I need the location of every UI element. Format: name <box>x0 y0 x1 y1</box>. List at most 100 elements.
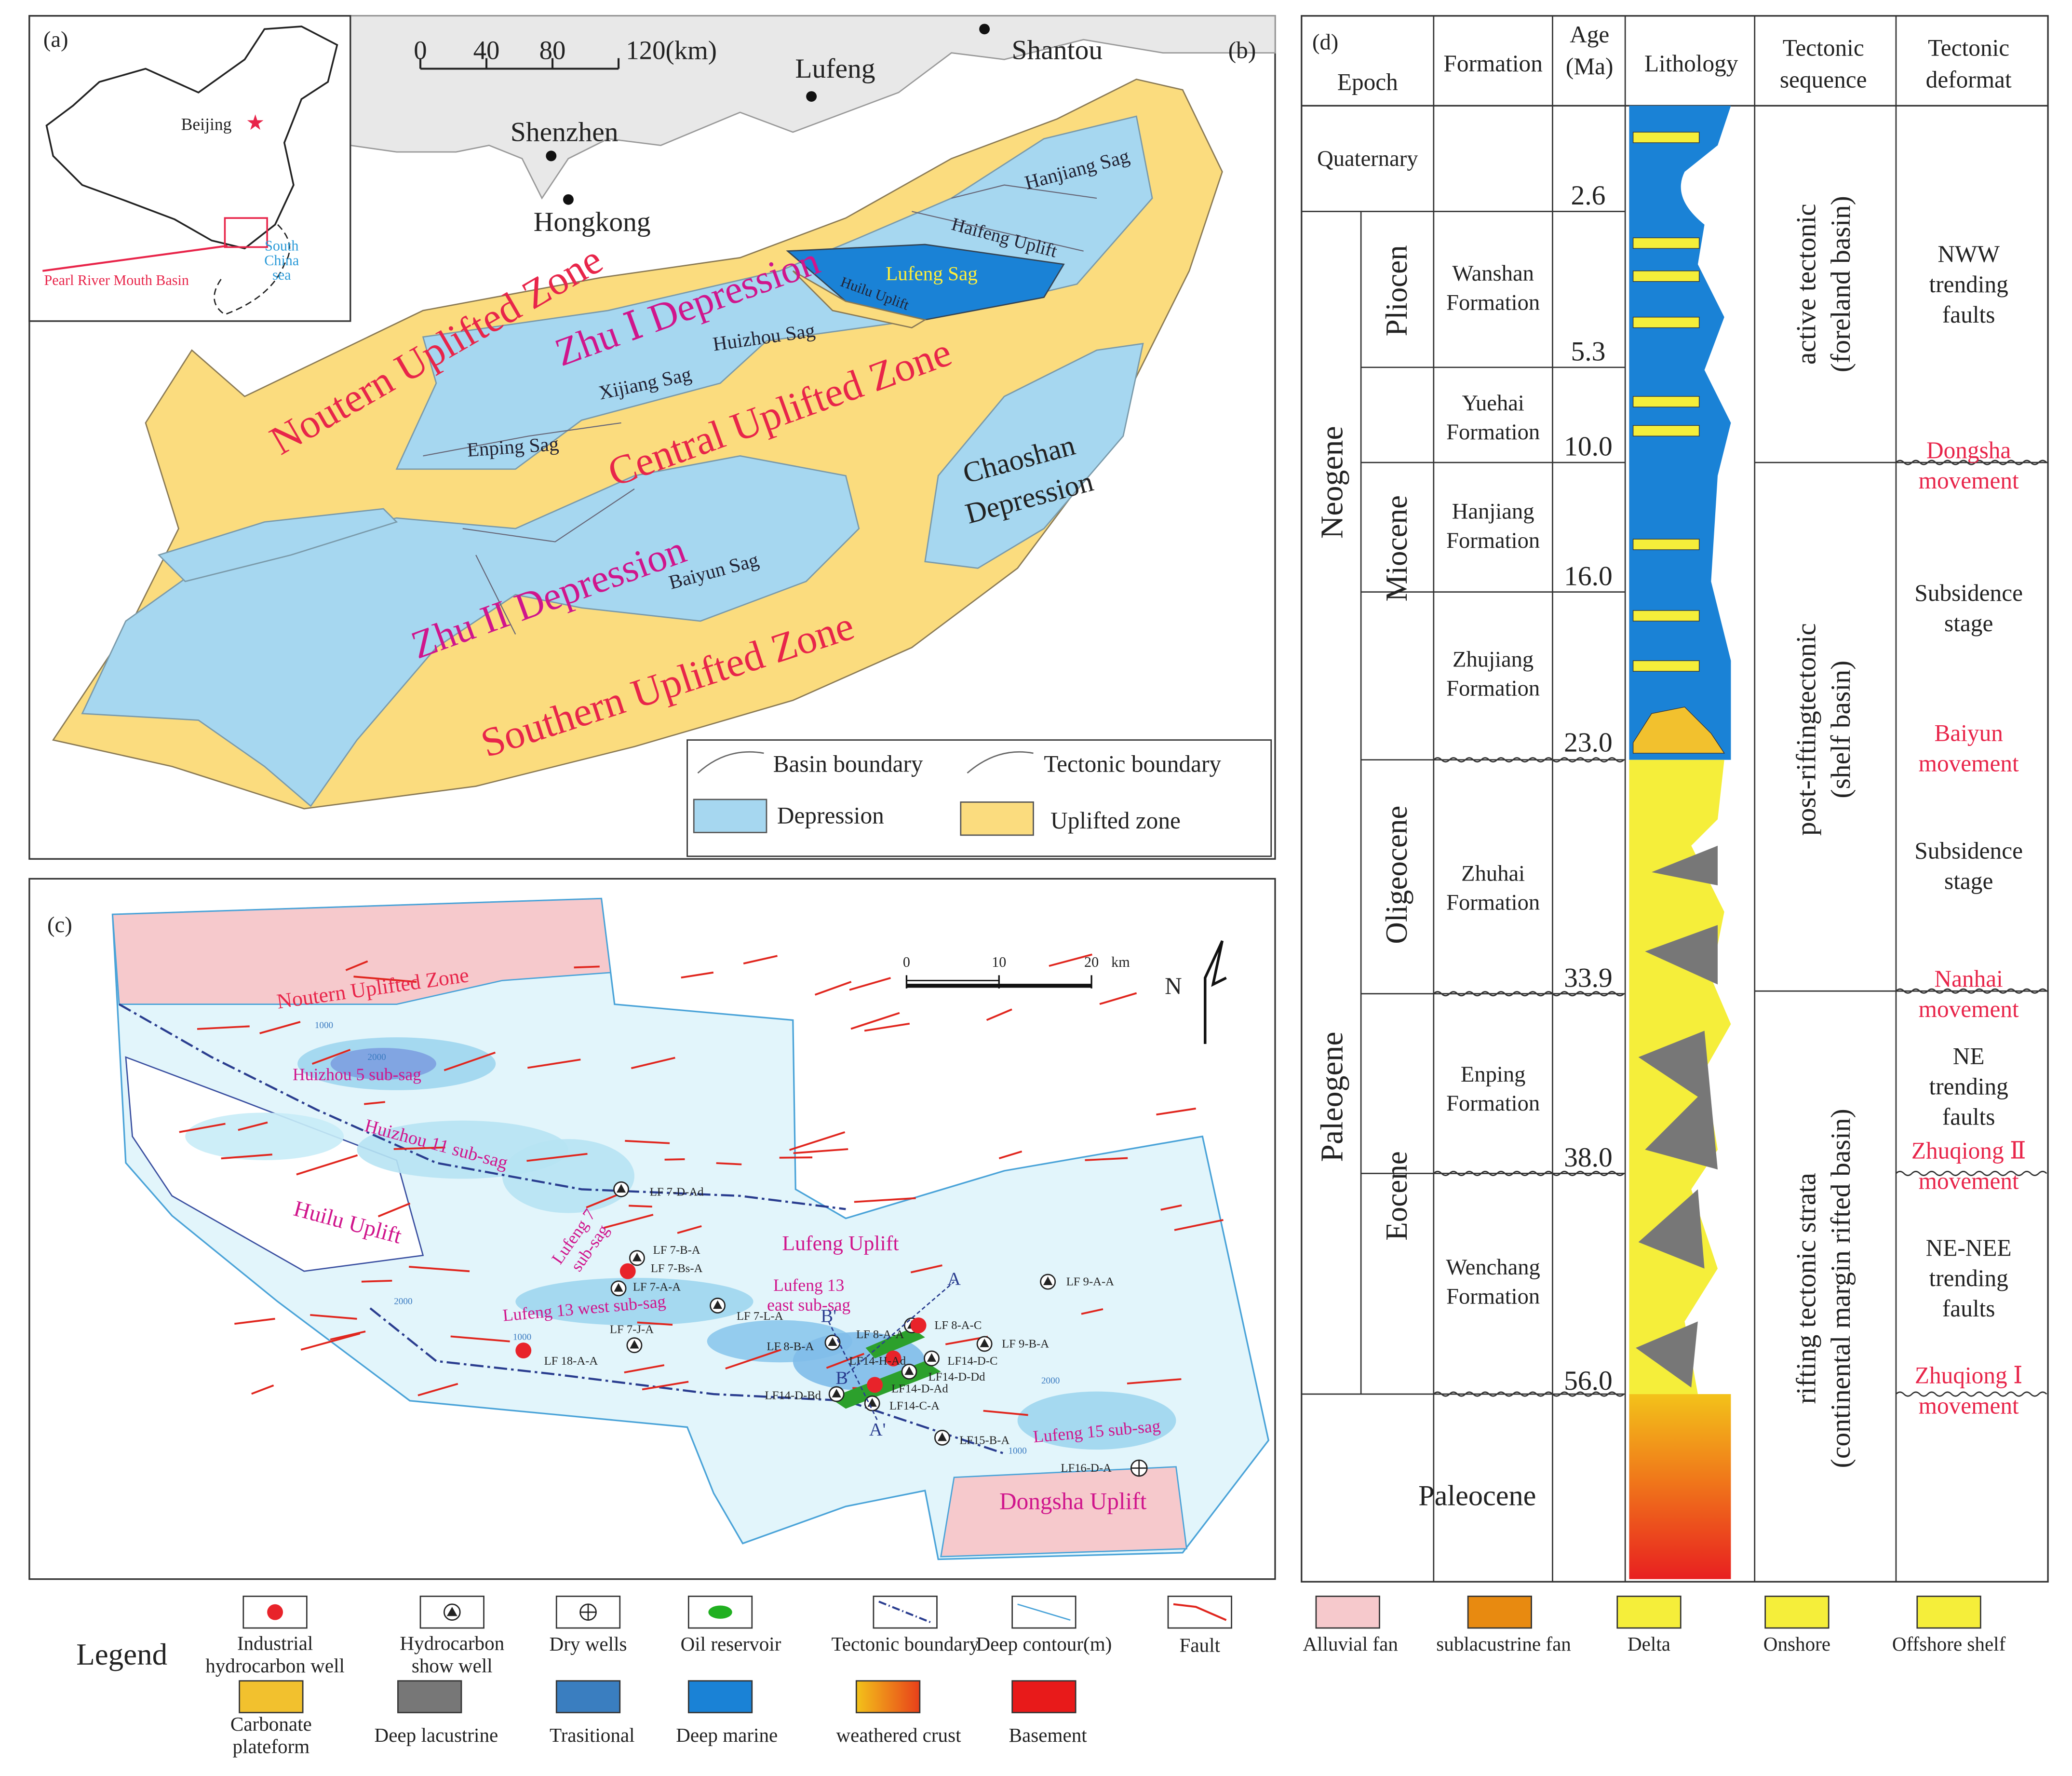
fault <box>251 1384 274 1395</box>
city-name: Hongkong <box>534 207 651 237</box>
industrial-well <box>867 1377 883 1393</box>
north-arrow <box>1204 940 1227 1044</box>
show-well-icon <box>904 1366 914 1375</box>
lith-carbonate <box>1632 706 1725 754</box>
epoch-name: Eocene <box>1380 1151 1413 1240</box>
lith-deep-lacustrine <box>1638 1030 1718 1170</box>
north-label: N <box>1165 973 1182 999</box>
fault <box>1049 953 1092 967</box>
fault <box>450 1335 510 1342</box>
fault <box>779 1156 813 1159</box>
movement-name: Nanhai movement <box>1919 965 2019 1022</box>
legend-swatch <box>687 1680 753 1713</box>
show-well-icon <box>832 1389 841 1397</box>
movement-name: Dongsha movement <box>1919 437 2019 494</box>
country-outline <box>45 25 338 250</box>
fault <box>793 1148 848 1154</box>
tectonic-boundary <box>475 555 516 635</box>
legend-swatch <box>873 1595 938 1629</box>
fault <box>629 1205 652 1208</box>
well-label: LF15-B-A <box>959 1434 1009 1447</box>
legend-label: Fault <box>1180 1634 1221 1656</box>
epoch-name: Pliocen <box>1380 245 1413 336</box>
uplift-white <box>125 1056 424 1272</box>
tectonic-boundary <box>369 1307 1005 1455</box>
lith-offshore-band <box>1632 396 1700 407</box>
city-name: Lufeng <box>795 54 875 84</box>
unconformity <box>1433 757 1625 763</box>
epoch-name: Miocene <box>1380 495 1413 601</box>
legend-swatch <box>555 1680 621 1713</box>
lith-basement <box>1629 1394 1731 1579</box>
fault <box>574 965 600 969</box>
contour-label: 1000 <box>315 1020 333 1030</box>
fault <box>850 1012 900 1030</box>
unconformity <box>1895 988 2047 994</box>
depression <box>157 508 398 583</box>
legend-icon <box>1173 1603 1227 1621</box>
show-well-icon <box>927 1353 937 1362</box>
sequence-name: active tectonic (foreland basin) <box>1791 196 1856 372</box>
fault <box>417 1383 458 1396</box>
legend-symbol <box>697 751 764 774</box>
legend-swatch <box>1011 1680 1076 1713</box>
legend-swatch <box>693 799 767 833</box>
sequence-name: rifting tectonic strata (continental marg… <box>1791 1109 1856 1468</box>
formation-name: Wenchang Formation <box>1446 1255 1540 1309</box>
show-well-icon <box>614 1283 623 1292</box>
fault <box>604 1214 654 1229</box>
legend-label: Tectonic boundary <box>1044 750 1221 777</box>
sea-name: South China sea <box>264 238 299 283</box>
fault <box>363 1101 386 1105</box>
fault <box>1160 1204 1182 1211</box>
fault <box>361 1279 392 1283</box>
legend-label: Carbonate plateform <box>230 1713 312 1758</box>
industrial-well <box>910 1317 927 1333</box>
tectonic-boundary <box>423 422 621 457</box>
basin-name: Pearl River Mouth Basin <box>44 272 189 288</box>
fault <box>910 1264 942 1274</box>
lith-offshore-band <box>1632 132 1700 143</box>
fault <box>743 955 778 964</box>
well-label: LF 8-B-A <box>767 1340 814 1353</box>
show-well-icon <box>1043 1276 1053 1285</box>
age-label: 23.0 <box>1564 728 1613 758</box>
age-label: 5.3 <box>1571 336 1605 366</box>
age-label: 56.0 <box>1564 1366 1613 1396</box>
depth-shading <box>1017 1391 1176 1450</box>
legend-label: Basin boundary <box>773 750 923 777</box>
column-header: Epoch <box>1337 68 1398 95</box>
city-name: Shenzhen <box>511 117 619 148</box>
well-label: LF14-D-Bd <box>765 1389 821 1402</box>
fault <box>864 1022 910 1032</box>
fault <box>1085 1157 1128 1161</box>
legend-label: Depression <box>777 802 884 828</box>
industrial-well <box>619 1263 636 1279</box>
area-name: Huizhou 5 sub-sag <box>293 1065 421 1084</box>
lith-deep-lacustrine <box>1651 845 1718 886</box>
contour-label: 1000 <box>513 1332 531 1342</box>
area-name: Lufeng Uplift <box>782 1232 899 1255</box>
fault <box>234 1317 275 1325</box>
land <box>350 15 1276 200</box>
fault <box>221 1153 272 1160</box>
legend-label: Hydrocarbon show well <box>400 1632 504 1677</box>
tectonic-boundary <box>912 211 1084 252</box>
column-header: Formation <box>1443 50 1542 77</box>
well-label: LF14-D-C <box>947 1355 997 1368</box>
section-label: B <box>835 1368 848 1388</box>
unconformity <box>1433 991 1625 997</box>
formation-name: Zhujiang Formation <box>1446 647 1540 701</box>
fault <box>527 1058 581 1069</box>
legend-label: Tectonic boundary <box>832 1633 980 1655</box>
tectonic-boundary <box>951 184 1097 199</box>
column-header: Tectonic deformat <box>1926 34 2012 93</box>
contour-label: 1000 <box>1008 1446 1026 1456</box>
age-label: 38.0 <box>1564 1142 1613 1173</box>
movement-name: Baiyun movement <box>1919 719 2019 776</box>
legend-icon <box>1017 1603 1071 1621</box>
fault <box>998 1150 1023 1159</box>
fault <box>814 981 852 996</box>
legend-title: Legend <box>76 1638 167 1671</box>
